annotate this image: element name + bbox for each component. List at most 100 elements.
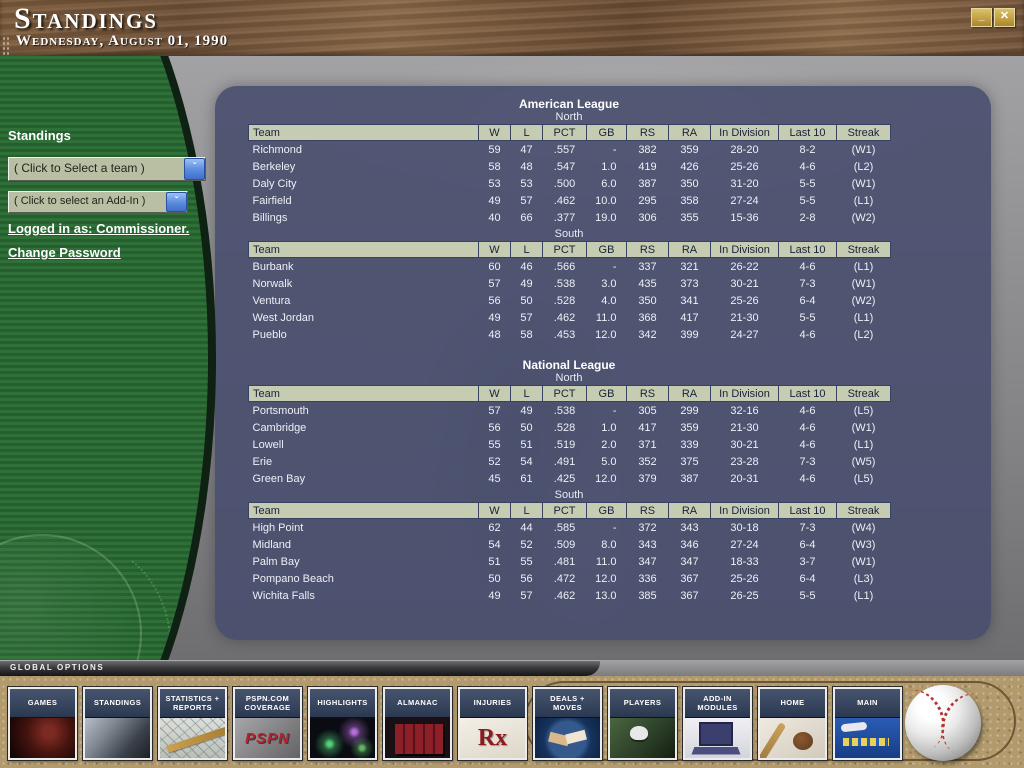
team-name-cell[interactable]: West Jordan xyxy=(252,311,315,324)
toolbar-button-statistics-reports[interactable]: Statistics + Reports xyxy=(157,686,228,761)
stat-cell: 57 xyxy=(520,589,533,602)
team-select[interactable]: ( Click to Select a team ) ˇ xyxy=(8,157,206,181)
addin-select[interactable]: ( Click to select an Add-In ) ˇ xyxy=(8,191,188,213)
stat-cell: .491 xyxy=(553,455,576,468)
stat-cell: .566 xyxy=(553,260,576,273)
stat-cell: 57 xyxy=(520,311,533,324)
stat-cell: 48 xyxy=(520,160,533,173)
table-row: Daly City 53 53 .500 6.0 387 350 31-20 5-5 (W1) xyxy=(249,175,891,192)
header-row: Team W L PCT GB RS RA In Division Last 10 Streak xyxy=(248,124,891,141)
stat-cell: 299 xyxy=(680,404,699,417)
table-row: Pompano Beach 50 56 .472 12.0 336 367 25-26 6-4 (… xyxy=(249,570,891,587)
table-row: Cambridge 56 50 .528 1.0 417 359 21-30 4-6 (W1) xyxy=(249,419,891,436)
toolbar-button-deals-moves[interactable]: Deals + Moves xyxy=(532,686,603,761)
table-row: Billings 40 66 .377 19.0 306 355 15-36 2-8 (W2) xyxy=(249,209,891,226)
team-name-cell[interactable]: Green Bay xyxy=(252,472,306,485)
toolbar-button-almanac[interactable]: Almanac xyxy=(382,686,453,761)
team-name-cell[interactable]: Billings xyxy=(252,211,288,224)
stat-cell: 27-24 xyxy=(730,538,759,551)
column-header: Team xyxy=(248,124,479,141)
team-name-cell[interactable]: Portsmouth xyxy=(252,404,309,417)
toolbar-button-games[interactable]: Games xyxy=(7,686,78,761)
toolbar-button-players[interactable]: Players xyxy=(607,686,678,761)
team-name-cell[interactable]: Daly City xyxy=(252,177,297,190)
team-name-cell[interactable]: Burbank xyxy=(252,260,294,273)
stat-cell: 339 xyxy=(680,438,699,451)
stat-cell: .528 xyxy=(553,294,576,307)
stat-cell: 417 xyxy=(638,421,657,434)
table-row: Midland 54 52 .509 8.0 343 346 27-24 6-4 (W3) xyxy=(249,536,891,553)
pspn-logo-icon: PSPN xyxy=(235,718,300,758)
toolbar-button-standings[interactable]: Standings xyxy=(82,686,153,761)
handshake-icon xyxy=(535,718,600,758)
team-name-cell[interactable]: Wichita Falls xyxy=(252,589,315,602)
batter-photo-icon xyxy=(10,718,75,758)
stat-cell: (W3) xyxy=(851,538,876,551)
stat-cell: 54 xyxy=(488,538,501,551)
toolbar-button-home[interactable]: Home xyxy=(757,686,828,761)
team-name-cell[interactable]: Berkeley xyxy=(252,160,296,173)
stat-cell: (L1) xyxy=(853,438,874,451)
team-name-cell[interactable]: Pueblo xyxy=(252,328,287,341)
team-name-cell[interactable]: Ventura xyxy=(252,294,291,307)
stat-cell: 53 xyxy=(520,177,533,190)
stat-cell: 66 xyxy=(520,211,533,224)
stat-cell: 52 xyxy=(488,455,501,468)
chevron-down-icon[interactable]: ˇ xyxy=(166,192,187,212)
stat-cell: 4-6 xyxy=(799,421,816,434)
table-row: Palm Bay 51 55 .481 11.0 347 347 18-33 3-7 (W1) xyxy=(249,553,891,570)
column-header: PCT xyxy=(542,124,587,141)
team-name-cell[interactable]: Lowell xyxy=(252,438,284,451)
team-name-cell[interactable]: Midland xyxy=(252,538,292,551)
team-name-cell[interactable]: Richmond xyxy=(252,143,303,156)
toolbar-button-injuries[interactable]: Injuries Rx xyxy=(457,686,528,761)
stat-cell: 12.0 xyxy=(595,472,617,485)
stat-cell: 8-2 xyxy=(799,143,816,156)
logged-in-link[interactable]: Logged in as: Commissioner. xyxy=(8,221,190,236)
team-name-cell[interactable]: Norwalk xyxy=(252,277,293,290)
stat-cell: 19.0 xyxy=(595,211,617,224)
stat-cell: 26-22 xyxy=(730,260,759,273)
close-button[interactable]: ✕ xyxy=(994,8,1015,27)
table-row: Pueblo 48 58 .453 12.0 342 399 24-27 4-6 (L2) xyxy=(249,326,891,343)
stat-cell: 371 xyxy=(638,438,657,451)
team-name-cell[interactable]: Cambridge xyxy=(252,421,307,434)
stat-cell: .538 xyxy=(553,277,576,290)
team-name-cell[interactable]: Erie xyxy=(252,455,273,468)
team-name-cell[interactable]: High Point xyxy=(252,521,304,534)
stat-cell: 25-26 xyxy=(730,160,759,173)
stat-cell: 60 xyxy=(488,260,501,273)
minimize-button[interactable]: _ xyxy=(971,8,992,27)
column-header: RA xyxy=(668,241,711,258)
icon-text: PSPN xyxy=(245,729,290,747)
stat-cell: 387 xyxy=(638,177,657,190)
stat-cell: (W2) xyxy=(851,294,876,307)
chevron-down-icon[interactable]: ˇ xyxy=(184,158,205,180)
stat-cell: .462 xyxy=(553,194,576,207)
team-name-cell[interactable]: Fairfield xyxy=(252,194,292,207)
toolbar-button-highlights[interactable]: Highlights xyxy=(307,686,378,761)
stat-cell: 382 xyxy=(638,143,657,156)
stat-cell: 350 xyxy=(638,294,657,307)
team-name-cell[interactable]: Pompano Beach xyxy=(252,572,334,585)
table-row: West Jordan 49 57 .462 11.0 368 417 21-30 5-5 (L1… xyxy=(249,309,891,326)
change-password-link[interactable]: Change Password xyxy=(8,245,121,260)
standings-panel xyxy=(215,86,991,640)
team-name-cell[interactable]: Palm Bay xyxy=(252,555,300,568)
table-row: Ventura 56 50 .528 4.0 350 341 25-26 6-4 (W2) xyxy=(249,292,891,309)
column-header: Team xyxy=(248,502,479,519)
stat-cell: 342 xyxy=(638,328,657,341)
stat-cell: 26-25 xyxy=(730,589,759,602)
stat-cell: 6.0 xyxy=(601,177,617,190)
stat-cell: 5-5 xyxy=(799,194,816,207)
stat-cell: 7-3 xyxy=(799,277,816,290)
toolbar-button-add-in-modules[interactable]: Add-In Modules xyxy=(682,686,753,761)
toolbar-button-pspn-com-coverage[interactable]: PSPN.com Coverage PSPN xyxy=(232,686,303,761)
toolbar-button-label: Highlights xyxy=(310,689,375,718)
column-header: Last 10 xyxy=(778,502,837,519)
stat-cell: 359 xyxy=(680,421,699,434)
stat-cell: 25-26 xyxy=(730,572,759,585)
stat-cell: (L1) xyxy=(853,311,874,324)
stat-cell: 62 xyxy=(488,521,501,534)
column-header: Last 10 xyxy=(778,241,837,258)
